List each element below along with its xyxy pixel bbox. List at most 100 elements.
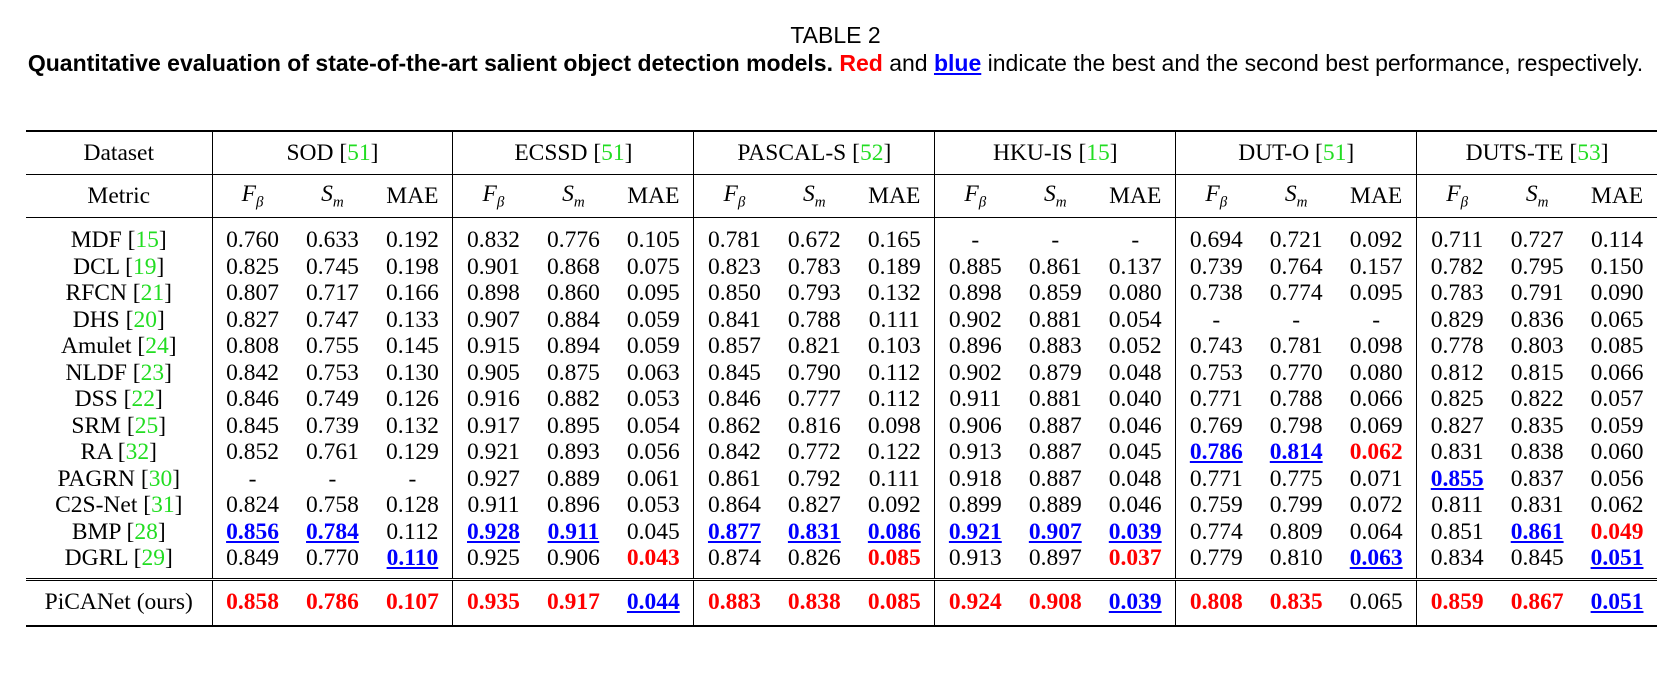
score-value: 0.098 [1349,333,1403,360]
method-ref: 31 [151,492,175,519]
score-cell: 0.037 [1095,545,1177,579]
score-cell: 0.060 [1577,439,1657,466]
score-cell: 0.899 [935,492,1016,519]
score-value: 0.052 [1108,333,1162,360]
method-ref: 25 [134,412,159,439]
metric-header: Fβ [693,174,775,218]
score-value: 0.095 [626,280,680,307]
metric-main: F [723,180,738,207]
score-value: 0.759 [1189,492,1243,519]
score-value: 0.906 [546,545,600,572]
score-value: 0.053 [626,386,680,413]
method-cell: DCL [19] [26,253,213,280]
caption-red-word: Red [839,50,883,76]
score-cell: 0.808 [1175,577,1257,627]
score-value: 0.129 [385,439,439,466]
score-cell: 0.822 [1497,386,1577,413]
score-value: 0.788 [787,306,841,333]
score-cell: 0.054 [613,412,695,439]
score-value: 0.907 [467,306,520,333]
score-value: 0.928 [467,518,520,545]
caption-rest-text: indicate the best and the second best pe… [987,50,1644,76]
score-cell: 0.150 [1577,254,1657,281]
score-value: 0.122 [867,439,921,466]
score-cell: 0.860 [533,280,613,307]
metric-subscript: m [332,194,344,211]
score-cell: 0.112 [854,359,936,386]
method-cell: BMP [28] [26,518,213,545]
score-value: 0.889 [1028,492,1082,519]
score-value: 0.053 [626,492,680,519]
score-cell: 0.894 [533,333,613,360]
score-cell: 0.107 [372,577,454,627]
method-name: C2S-Net [55,492,138,519]
score-value: 0.874 [707,545,761,572]
score-value: 0.040 [1108,386,1162,413]
score-cell: 0.782 [1417,254,1498,281]
score-value: 0.908 [1028,589,1082,615]
score-cell: 0.111 [854,465,936,492]
score-cell: 0.924 [934,577,1016,627]
dataset-ref: 53 [1577,139,1601,166]
score-value: 0.846 [226,386,279,413]
score-cell: 0.039 [1095,518,1177,545]
score-value: 0.049 [1590,518,1644,545]
method-name: NLDF [65,359,127,386]
score-value: 0.793 [787,280,841,307]
score-value: 0.107 [385,589,439,615]
score-cell: 0.727 [1497,217,1578,254]
score-value: 0.150 [1590,253,1644,280]
method-cell: DHS [20] [26,306,213,333]
score-value: 0.080 [1108,280,1162,307]
score-value: 0.814 [1269,439,1323,466]
score-value: 0.753 [306,359,359,386]
score-cell: 0.902 [935,307,1016,334]
score-cell: 0.764 [1256,254,1336,281]
score-value: 0.860 [546,280,600,307]
score-cell: 0.895 [533,413,613,440]
score-value: 0.915 [467,333,520,360]
metric-header: Fβ [212,174,293,218]
dataset-name: SOD [286,139,334,166]
metric-header: Fβ [452,174,534,218]
dataset-name: PASCAL-S [737,139,847,166]
metric-subscript: β [496,194,505,211]
score-value: 0.887 [1028,412,1082,439]
score-cell: 0.821 [774,333,854,360]
score-value: 0.774 [1189,518,1243,545]
score-cell: 0.786 [1176,439,1257,466]
score-value: 0.776 [546,227,600,254]
score-value: 0.039 [1108,589,1162,615]
score-cell: 0.075 [613,253,695,280]
score-cell: 0.837 [1497,466,1577,493]
score-value: 0.198 [385,253,439,280]
score-cell: 0.711 [1416,217,1498,254]
score-value: 0.132 [867,280,921,307]
score-value: 0.927 [467,465,520,492]
method-cell: DGRL [29] [26,545,213,579]
score-value: 0.852 [226,439,279,466]
score-value: 0.075 [626,253,680,280]
score-cell: 0.157 [1336,253,1418,280]
score-value: - [1131,227,1140,254]
score-cell: 0.921 [935,519,1016,546]
score-cell: 0.845 [1497,545,1577,579]
dataset-ref: 51 [601,139,625,166]
score-value: 0.059 [626,333,680,360]
score-cell: 0.887 [1015,413,1095,440]
metric-header: MAE [854,174,936,218]
metric-label: Metric [26,174,213,218]
caption-and-word: and [889,50,928,76]
score-cell: 0.749 [293,386,373,413]
score-cell: 0.827 [212,307,293,334]
metric-main: S [562,180,574,207]
score-cell: 0.814 [1256,439,1336,466]
metric-header: MAE [1577,174,1657,218]
score-cell: 0.753 [1176,360,1257,387]
score-cell: 0.862 [694,413,775,440]
score-value: 0.792 [787,465,841,492]
score-cell: 0.889 [533,466,613,493]
score-cell: 0.784 [293,519,373,546]
score-cell: 0.927 [453,466,534,493]
score-value: 0.145 [385,333,439,360]
